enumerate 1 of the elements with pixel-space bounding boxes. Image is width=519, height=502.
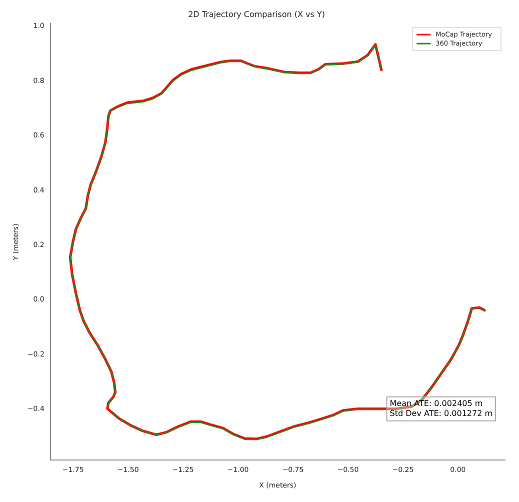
chart-title: 2D Trajectory Comparison (X vs Y) bbox=[188, 10, 325, 19]
